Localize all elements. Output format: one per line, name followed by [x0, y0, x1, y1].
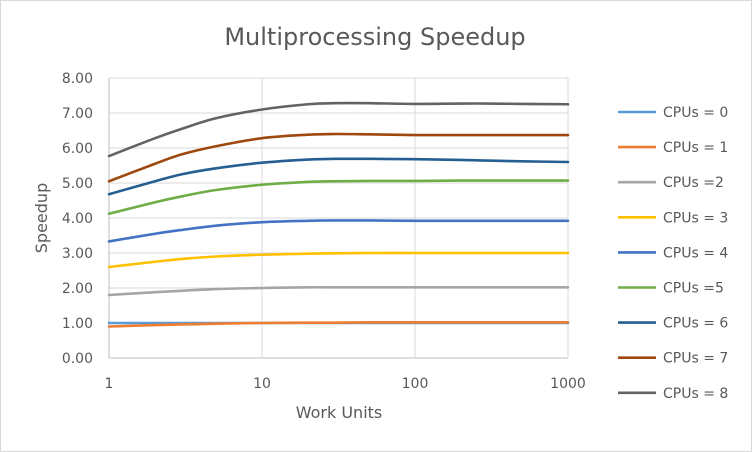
legend-label: CPUs = 1 [663, 140, 728, 156]
series-lines [107, 101, 570, 328]
x-tick-label: 1000 [550, 376, 586, 392]
series-line-7 [107, 132, 570, 183]
y-tick-label: 7.00 [62, 106, 93, 122]
legend-entry: CPUs =5 [618, 281, 724, 297]
x-tick-label: 10 [253, 376, 271, 392]
legend: CPUs = 0 CPUs = 1 CPUs =2 CPUs = 3 CPUs = 4 C… [618, 105, 728, 402]
series-line-6 [107, 157, 570, 196]
y-axis-title: Speedup [32, 183, 51, 253]
y-tick-label: 1.00 [62, 316, 93, 332]
legend-entry: CPUs = 1 [618, 140, 728, 156]
x-axis-title: Work Units [296, 403, 383, 422]
y-tick-label: 8.00 [62, 71, 93, 87]
y-tick-label: 6.00 [62, 141, 93, 157]
legend-label: CPUs = 4 [663, 245, 728, 261]
legend-entry: CPUs = 4 [618, 245, 728, 261]
legend-label: CPUs =2 [663, 175, 724, 191]
x-tick-label: 100 [402, 376, 429, 392]
legend-label: CPUs = 7 [663, 351, 728, 367]
legend-entry: CPUs = 0 [618, 105, 728, 121]
chart-title: Multiprocessing Speedup [224, 23, 525, 51]
gridlines [108, 77, 569, 359]
legend-entry: CPUs = 8 [618, 386, 728, 402]
y-axis-ticks: 0.00 1.00 2.00 3.00 4.00 5.00 6.00 7.00 8.00 [62, 71, 93, 367]
series-line-4 [107, 219, 570, 243]
series-line-2 [107, 285, 570, 297]
x-axis-ticks: 1 10 100 1000 [105, 376, 586, 392]
series-line-5 [107, 179, 570, 216]
legend-entry: CPUs = 3 [618, 210, 728, 226]
x-tick-label: 1 [105, 376, 114, 392]
legend-label: CPUs = 3 [663, 210, 728, 226]
y-tick-label: 5.00 [62, 176, 93, 192]
legend-entry: CPUs =2 [618, 175, 724, 191]
legend-label: CPUs = 8 [663, 386, 728, 402]
y-tick-label: 2.00 [62, 281, 93, 297]
legend-entry: CPUs = 7 [618, 351, 728, 367]
series-line-1 [107, 320, 570, 328]
series-line-3 [107, 251, 570, 269]
y-tick-label: 0.00 [62, 351, 93, 367]
legend-label: CPUs = 0 [663, 105, 728, 121]
y-tick-label: 3.00 [62, 246, 93, 262]
series-line-8 [107, 101, 570, 158]
legend-entry: CPUs = 6 [618, 316, 728, 332]
legend-label: CPUs =5 [663, 281, 724, 297]
legend-label: CPUs = 6 [663, 316, 728, 332]
y-tick-label: 4.00 [62, 211, 93, 227]
